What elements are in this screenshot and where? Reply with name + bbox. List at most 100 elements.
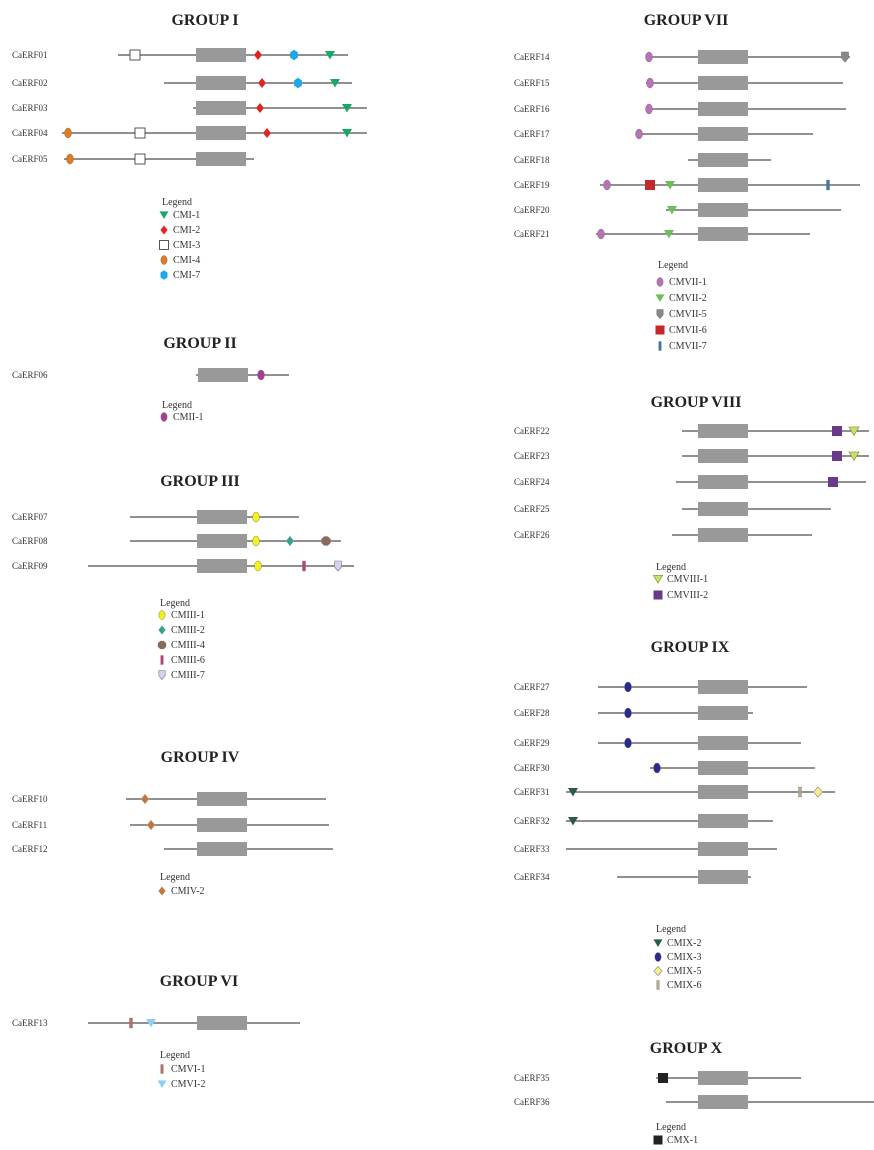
ap2-domain-box: [698, 203, 748, 217]
legend-label: CMX-1: [667, 1135, 698, 1146]
motif-cmvii-6-marker: [645, 180, 655, 190]
legend-cmviii-2-swatch: [653, 590, 663, 600]
motif-cmvii-2-marker: [664, 230, 674, 239]
legend-item: CMIII-4: [157, 640, 205, 651]
legend-item: CMI-3: [159, 240, 200, 251]
motif-cmix-5-marker: [812, 786, 824, 798]
gene-label: CaERF09: [12, 561, 48, 571]
group-group-i: GROUP I CaERF01 CaERF02 CaERF03 CaERF04 CaERF…: [12, 12, 367, 281]
ap2-domain-box: [197, 1016, 247, 1030]
gene-row-caerf21: CaERF21: [514, 227, 810, 241]
legend: Legend CMVI-1 CMVI-2: [157, 1050, 205, 1090]
gene-row-caerf10: CaERF10: [12, 792, 326, 806]
gene-row-caerf24: CaERF24: [514, 475, 866, 489]
legend-cmvii-1-swatch: [656, 277, 664, 287]
legend-cmviii-1-swatch: [652, 575, 664, 584]
legend-title: Legend: [656, 1122, 686, 1133]
gene-row-caerf30: CaERF30: [514, 761, 815, 775]
gene-row-caerf36: CaERF36: [514, 1095, 874, 1109]
legend-label: CMIII-4: [171, 640, 205, 651]
legend-item: CMVI-2: [157, 1079, 205, 1090]
legend-item: CMVIII-1: [652, 574, 708, 585]
ap2-domain-box: [698, 178, 748, 192]
gene-row-caerf33: CaERF33: [514, 842, 777, 856]
legend-label: CMIX-5: [667, 966, 701, 977]
gene-row-caerf17: CaERF17: [514, 127, 813, 141]
gene-label: CaERF06: [12, 370, 48, 380]
gene-label: CaERF05: [12, 154, 48, 164]
ap2-domain-box: [698, 76, 748, 90]
legend: Legend CMIX-2 CMIX-3 CMIX-5 CMIX-6: [653, 924, 701, 991]
legend-label: CMVII-5: [669, 309, 707, 320]
group-group-x: GROUP X CaERF35 CaERF36 Legend CMX-1: [514, 1040, 874, 1146]
gene-row-caerf04: CaERF04: [12, 126, 367, 140]
ap2-domain-box: [698, 785, 748, 799]
legend-label: CMII-1: [173, 412, 204, 423]
ap2-domain-box: [197, 842, 247, 856]
gene-label: CaERF25: [514, 504, 550, 514]
legend-item: CMVI-1: [160, 1064, 205, 1075]
gene-row-caerf05: CaERF05: [12, 152, 254, 166]
ap2-domain-box: [198, 368, 248, 382]
motif-cmix-6-marker: [798, 786, 802, 798]
legend: Legend CMVII-1 CMVII-2 CMVII-5 CMVII-6 CMVII-…: [655, 260, 707, 352]
legend-title: Legend: [656, 924, 686, 935]
group-group-ix: GROUP IX CaERF27 CaERF28 CaERF29 CaERF30 CaER…: [514, 639, 835, 991]
motif-cmi-7-marker: [290, 49, 298, 61]
motif-cmi-2-marker: [254, 50, 262, 60]
legend-item: CMIII-2: [158, 625, 205, 636]
ap2-domain-box: [698, 814, 748, 828]
group-title: GROUP VIII: [651, 394, 742, 411]
gene-label: CaERF36: [514, 1097, 550, 1107]
legend-cmi-1-swatch: [159, 211, 169, 220]
ap2-domain-box: [196, 126, 246, 140]
legend-cmi-4-swatch: [160, 255, 168, 265]
legend-title: Legend: [162, 400, 192, 411]
motif-cmiii-2-marker: [286, 536, 294, 546]
motif-cmiii-6-marker: [302, 560, 306, 572]
ap2-domain-box: [698, 870, 748, 884]
gene-label: CaERF26: [514, 530, 550, 540]
legend-cmiii-7-swatch: [158, 670, 166, 680]
ap2-domain-box: [197, 534, 247, 548]
group-title: GROUP X: [650, 1040, 723, 1057]
gene-row-caerf11: CaERF11: [12, 818, 329, 832]
gene-label: CaERF18: [514, 155, 550, 165]
legend-item: CMIX-6: [656, 980, 701, 991]
ap2-domain-box: [698, 424, 748, 438]
gene-row-caerf03: CaERF03: [12, 101, 367, 115]
legend-cmiii-2-swatch: [158, 625, 166, 635]
legend-cmix-6-swatch: [656, 980, 660, 990]
motif-cmiii-4-marker: [321, 536, 331, 546]
legend-item: CMIV-2: [158, 886, 205, 897]
gene-label: CaERF31: [514, 787, 550, 797]
gene-label: CaERF35: [514, 1073, 550, 1083]
group-title: GROUP VI: [160, 973, 238, 990]
legend-label: CMVII-1: [669, 277, 707, 288]
gene-label: CaERF22: [514, 426, 550, 436]
motif-cmviii-1-marker: [848, 451, 860, 462]
gene-row-caerf31: CaERF31: [514, 785, 835, 799]
legend: Legend CMX-1: [653, 1122, 698, 1146]
motif-cmvii-1-marker: [645, 103, 653, 115]
gene-row-caerf18: CaERF18: [514, 153, 771, 167]
legend-label: CMIX-3: [667, 952, 701, 963]
gene-row-caerf34: CaERF34: [514, 870, 751, 884]
legend-cmi-2-swatch: [160, 225, 168, 235]
gene-label: CaERF32: [514, 816, 550, 826]
legend: Legend CMIV-2: [158, 872, 205, 897]
legend-label: CMVIII-2: [667, 590, 708, 601]
motif-cmi-1-marker: [342, 104, 352, 113]
legend-cmiii-1-swatch: [158, 610, 166, 620]
legend-item: CMIII-7: [158, 670, 205, 681]
gene-label: CaERF04: [12, 128, 48, 138]
gene-row-caerf20: CaERF20: [514, 203, 841, 217]
legend-cmiii-6-swatch: [160, 655, 164, 665]
motif-cmvii-1-marker: [597, 228, 605, 240]
ap2-domain-box: [698, 50, 748, 64]
legend-label: CMVI-1: [171, 1064, 205, 1075]
group-title: GROUP I: [171, 12, 238, 29]
motif-cmix-3-marker: [624, 707, 632, 719]
